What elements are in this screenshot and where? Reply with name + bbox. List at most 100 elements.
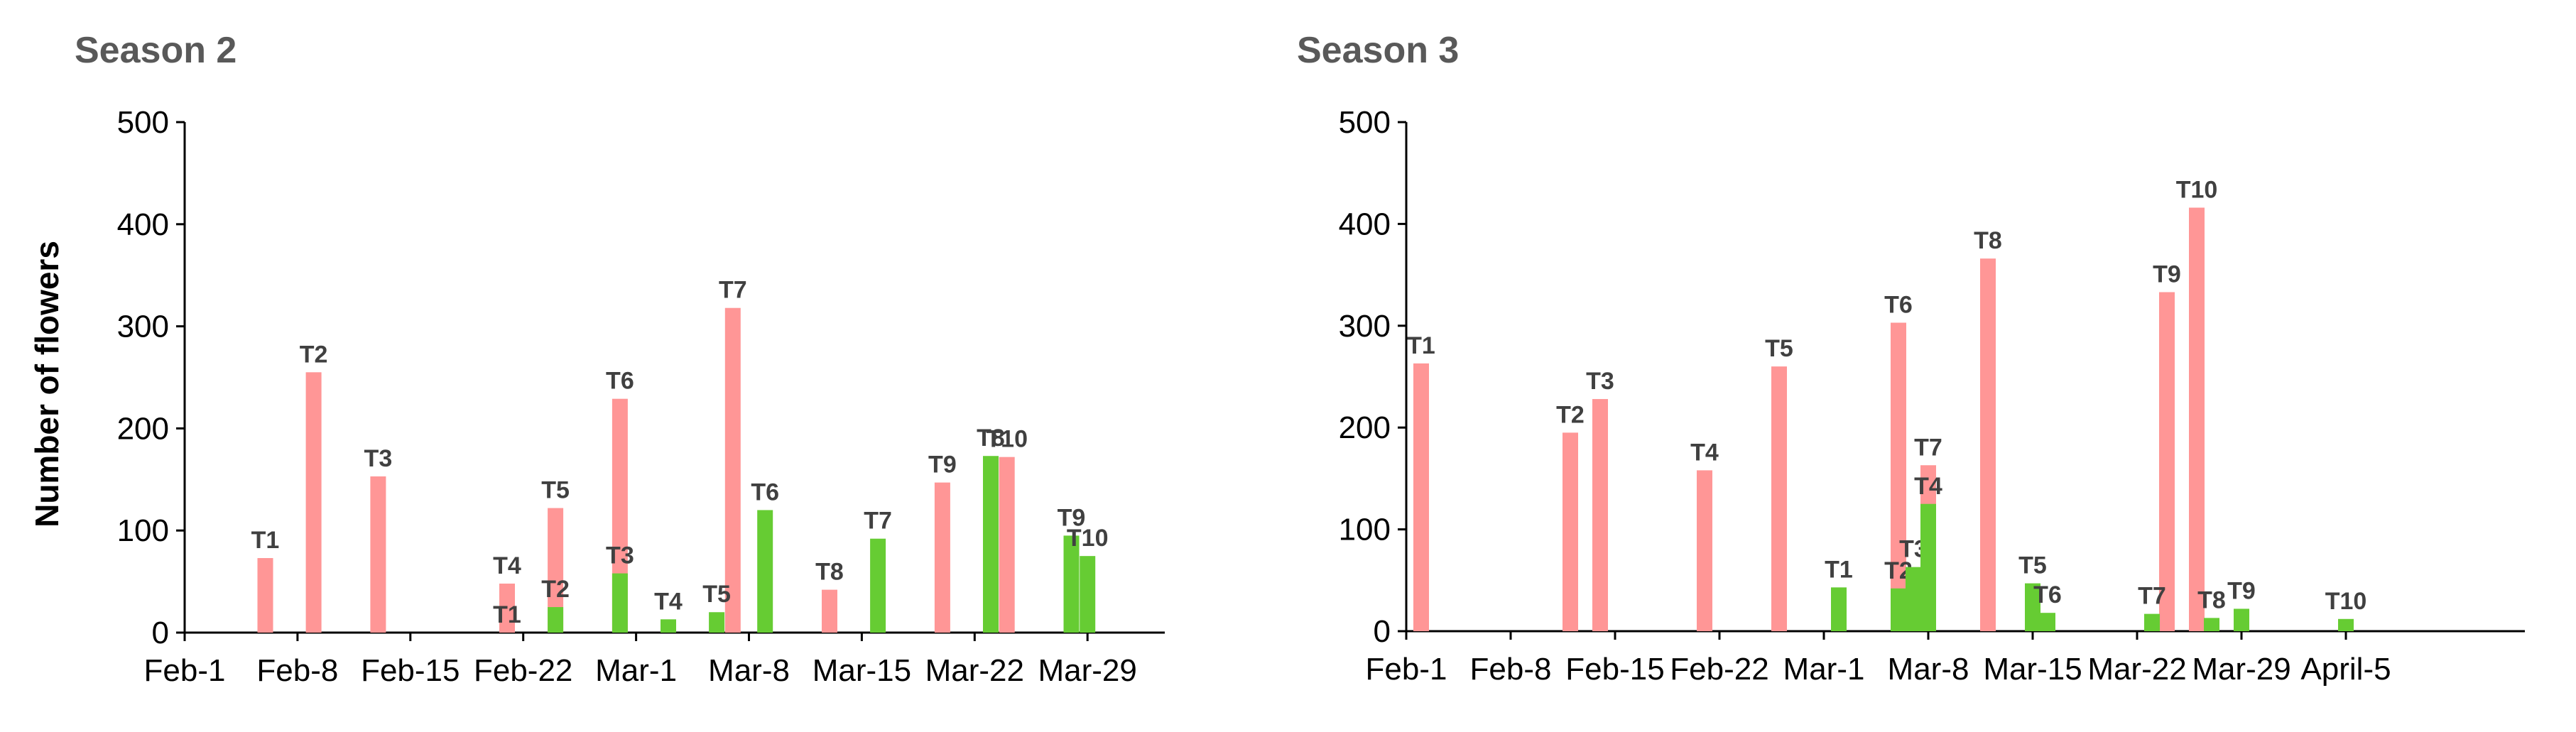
data-label: T9 — [928, 452, 957, 479]
y-tick-label: 200 — [1339, 410, 1391, 445]
data-label: T6 — [1884, 291, 1913, 318]
bar — [870, 538, 886, 633]
bar — [1891, 322, 1906, 631]
data-label: T6 — [606, 368, 634, 395]
bar — [757, 510, 773, 633]
bar — [2040, 613, 2055, 631]
bar — [1906, 567, 1921, 631]
data-label: T4 — [1914, 473, 1942, 500]
data-label: T7 — [864, 508, 892, 535]
data-label: T6 — [751, 479, 779, 506]
y-tick-label: 400 — [1339, 207, 1391, 241]
bar — [1831, 587, 1847, 631]
data-label: T4 — [493, 552, 521, 579]
x-tick-label: Mar-1 — [1783, 652, 1865, 687]
data-label: T3 — [606, 542, 634, 569]
x-tick-label: Mar-29 — [2192, 652, 2290, 687]
data-label: T1 — [1407, 332, 1435, 359]
data-label: T5 — [702, 581, 731, 608]
x-tick-label: Mar-22 — [925, 653, 1024, 688]
x-tick-label: Mar-8 — [1888, 652, 1969, 687]
bar — [822, 589, 837, 633]
y-tick-label: 500 — [117, 105, 169, 140]
x-tick-label: Feb-1 — [144, 653, 226, 688]
y-axis-label: Number of flowers — [28, 241, 65, 528]
x-tick-label: Feb-8 — [256, 653, 338, 688]
data-label: T5 — [2018, 552, 2047, 579]
bar — [1697, 470, 1712, 631]
season-3-chart: Season 3 0 100 200 300 400 500 Feb-1 Feb-8 Feb-1… — [1297, 30, 2525, 687]
y-tick-label: 200 — [117, 411, 169, 446]
x-tick-label: Feb-1 — [1366, 652, 1447, 687]
x-tick-label: Feb-8 — [1470, 652, 1552, 687]
x-tick-label: Feb-15 — [361, 653, 460, 688]
data-label: T5 — [1765, 335, 1793, 362]
bar — [2204, 618, 2219, 631]
bar — [612, 573, 628, 633]
x-tick-label: Mar-8 — [708, 653, 790, 688]
data-label: T6 — [2033, 581, 2062, 608]
bar — [1891, 588, 1906, 631]
bar — [257, 558, 273, 633]
x-tick-label: Feb-22 — [474, 653, 572, 688]
y-tick-label: 0 — [1374, 614, 1391, 649]
bar — [2025, 583, 2040, 631]
x-tick-label: Mar-15 — [1983, 652, 2082, 687]
x-tick-label: Mar-1 — [595, 653, 677, 688]
bar — [2159, 292, 2175, 631]
data-label: T10 — [2325, 588, 2367, 615]
bar — [1563, 432, 1578, 631]
data-label: T1 — [493, 601, 521, 628]
bar — [2189, 207, 2205, 631]
x-tick-label: Feb-22 — [1670, 652, 1768, 687]
bar — [1080, 556, 1096, 633]
data-label: T5 — [541, 477, 570, 504]
data-label: T1 — [1825, 556, 1853, 583]
data-label: T10 — [2176, 176, 2218, 203]
bar — [709, 612, 725, 633]
data-label: T7 — [2138, 583, 2166, 610]
y-tick-label: 300 — [117, 310, 169, 344]
data-label: T2 — [300, 341, 328, 368]
season-3-title: Season 3 — [1297, 30, 1459, 71]
data-label: T9 — [2153, 261, 2181, 288]
data-label: T4 — [1690, 439, 1719, 466]
bar — [1413, 363, 1429, 631]
data-label: T10 — [1067, 525, 1109, 552]
bar — [1063, 535, 1080, 633]
bar — [548, 607, 564, 633]
y-tick-label: 400 — [117, 207, 169, 242]
data-label: T2 — [541, 576, 570, 603]
y-tick-label: 100 — [117, 513, 169, 548]
data-label: T3 — [1586, 368, 1614, 395]
data-label: T8 — [2197, 586, 2226, 613]
bar — [1592, 399, 1608, 631]
data-label: T7 — [1914, 434, 1942, 461]
data-label: T7 — [719, 277, 747, 304]
y-tick-label: 300 — [1339, 309, 1391, 344]
x-tick-label: Mar-15 — [813, 653, 911, 688]
bar — [983, 456, 999, 633]
bar — [999, 457, 1015, 633]
bar — [2234, 608, 2249, 631]
bar — [548, 508, 564, 633]
bar — [2338, 618, 2354, 631]
bar — [1920, 503, 1936, 631]
bar — [661, 619, 676, 633]
bar — [499, 583, 515, 633]
data-label: T4 — [654, 588, 683, 615]
y-tick-label: 100 — [1339, 513, 1391, 547]
x-tick-label: Feb-15 — [1565, 652, 1664, 687]
bar — [1771, 366, 1787, 631]
y-tick-label: 500 — [1339, 105, 1391, 140]
bar — [934, 482, 950, 633]
data-label: T10 — [986, 426, 1028, 453]
data-label: T8 — [1974, 227, 2002, 254]
data-label: T9 — [2227, 577, 2256, 604]
data-label: T8 — [977, 425, 1005, 452]
y-tick-label: 0 — [152, 616, 169, 650]
data-label: T2 — [1556, 401, 1585, 428]
bar — [370, 476, 386, 633]
